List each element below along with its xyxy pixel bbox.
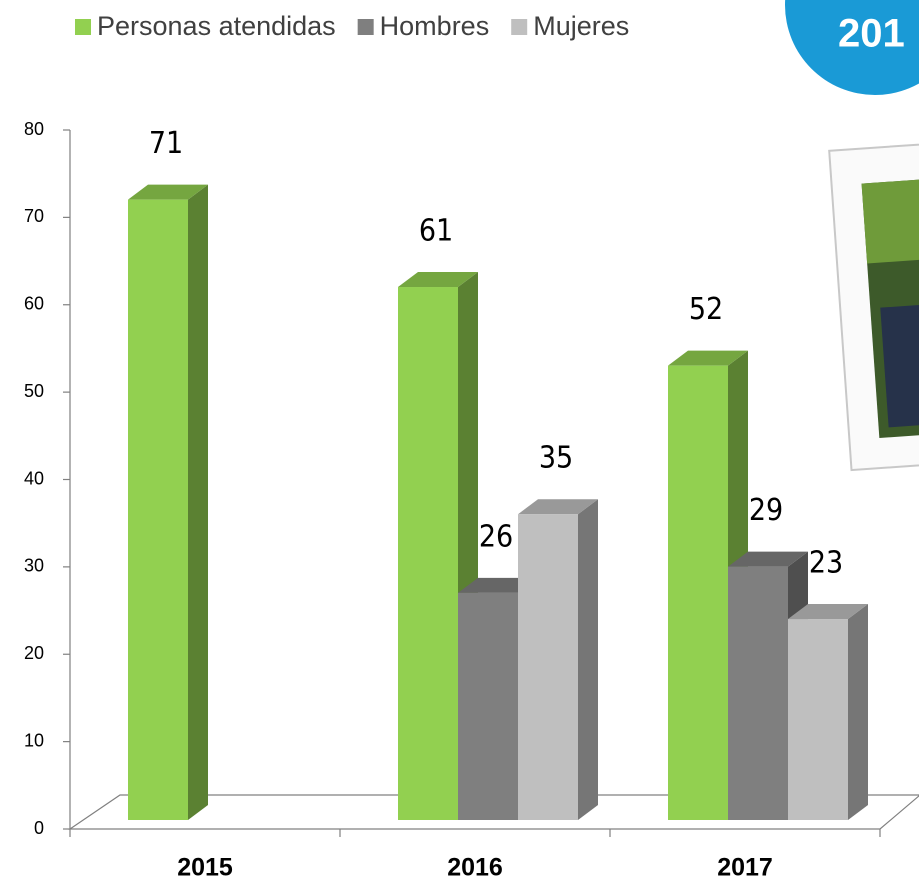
chart: 201 0 10 20 30 40 50 60 70 80 2015 71 2016 61 26 35 201…: [0, 0, 919, 893]
value-label: 52: [689, 292, 723, 327]
y-tick-label: 50: [24, 381, 44, 401]
x-tick-label: 2017: [717, 854, 773, 882]
legend-swatch: [358, 19, 374, 35]
value-label: 26: [479, 519, 513, 554]
bar: [788, 619, 848, 820]
bar: [458, 593, 518, 820]
x-tick-label: 2015: [177, 854, 233, 882]
bar: [398, 287, 458, 820]
bar: [728, 567, 788, 820]
bar: [128, 200, 188, 820]
photo: [829, 137, 919, 470]
y-tick-label: 40: [24, 468, 44, 488]
y-tick-label: 20: [24, 643, 44, 663]
bar: [518, 514, 578, 820]
badge-text: 201: [838, 12, 905, 56]
legend-swatch: [75, 19, 91, 35]
legend-swatch: [511, 19, 527, 35]
photo-grass: [862, 174, 919, 264]
y-tick-label: 30: [24, 556, 44, 576]
y-tick-label: 60: [24, 294, 44, 314]
bar-side: [188, 185, 208, 820]
bar: [668, 366, 728, 820]
y-tick-label: 0: [34, 818, 44, 838]
y-tick-label: 80: [24, 119, 44, 139]
value-label: 71: [149, 126, 183, 161]
bar-side: [848, 604, 868, 820]
y-tick-label: 10: [24, 730, 44, 750]
x-tick-label: 2016: [447, 854, 503, 882]
legend-label: Hombres: [380, 11, 490, 41]
legend-label: Mujeres: [533, 11, 629, 41]
y-tick-label: 70: [24, 206, 44, 226]
value-label: 23: [809, 546, 843, 581]
bar-side: [578, 499, 598, 820]
legend-label: Personas atendidas: [97, 11, 336, 41]
value-label: 29: [749, 493, 783, 528]
value-label: 61: [419, 214, 453, 249]
value-label: 35: [539, 441, 573, 476]
